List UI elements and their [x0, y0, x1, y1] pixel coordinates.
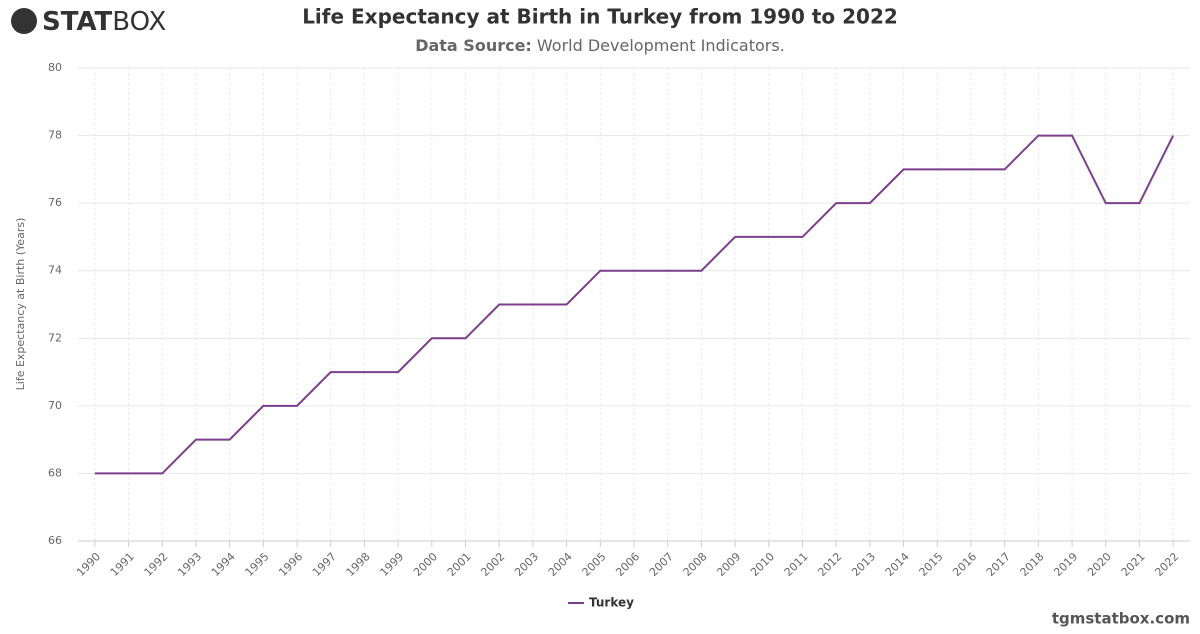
y-tick-label: 70 [48, 399, 62, 412]
y-tick-label: 68 [48, 466, 62, 479]
y-tick-label: 78 [48, 129, 62, 142]
y-tick-label: 72 [48, 331, 62, 344]
subtitle-text: World Development Indicators. [537, 36, 785, 55]
x-tick-label: 2004 [546, 550, 575, 579]
legend-label: Turkey [589, 596, 634, 610]
x-tick-label: 2014 [883, 550, 912, 579]
x-tick-label: 1990 [74, 550, 103, 579]
x-tick-label: 1998 [344, 550, 373, 579]
x-tick-label: 1993 [175, 550, 204, 579]
x-tick-label: 2008 [681, 550, 710, 579]
x-tick-label: 2017 [984, 550, 1013, 579]
y-axis-label: Life Expectancy at Birth (Years) [14, 218, 27, 391]
chart-title: Life Expectancy at Birth in Turkey from … [302, 5, 898, 29]
x-tick-label: 1995 [243, 550, 272, 579]
x-tick-label: 2020 [1085, 550, 1114, 579]
y-tick-label: 80 [48, 61, 62, 74]
x-tick-label: 2016 [950, 550, 979, 579]
x-tick-label: 2001 [445, 550, 474, 579]
logo-bold: STAT [42, 7, 113, 37]
x-tick-label: 2009 [714, 550, 743, 579]
x-tick-label: 2007 [647, 550, 676, 579]
logo: STATBOX [11, 7, 166, 37]
y-tick-label: 76 [48, 196, 62, 209]
x-tick-label: 2019 [1051, 550, 1080, 579]
x-tick-label: 2000 [411, 550, 440, 579]
x-tick-label: 2006 [613, 550, 642, 579]
x-tick-label: 2012 [815, 550, 844, 579]
x-tick-label: 1994 [209, 550, 238, 579]
logo-icon [11, 8, 37, 34]
x-tick-label: 2010 [748, 550, 777, 579]
logo-text: STATBOX [42, 7, 166, 37]
x-tick-label: 2002 [478, 550, 507, 579]
x-tick-label: 2021 [1119, 550, 1148, 579]
x-tick-label: 1997 [310, 550, 339, 579]
x-tick-label: 2003 [512, 550, 541, 579]
footer: tgmstatbox.com [1052, 610, 1190, 628]
x-tick-label: 2018 [1018, 550, 1047, 579]
logo-light: BOX [112, 7, 166, 37]
x-tick-label: 1999 [377, 550, 406, 579]
y-tick-label: 66 [48, 534, 62, 547]
x-tick-label: 2005 [580, 550, 609, 579]
data-line [94, 134, 1175, 475]
x-tick-label: 1991 [108, 550, 137, 579]
x-tick-label: 2015 [917, 550, 946, 579]
x-tick-label: 2011 [782, 550, 811, 579]
chart-subtitle: Data Source: World Development Indicator… [415, 36, 785, 55]
subtitle-label: Data Source: [415, 36, 532, 55]
x-tick-label: 1996 [276, 550, 305, 579]
y-tick-label: 74 [48, 264, 62, 277]
x-tick-label: 2013 [849, 550, 878, 579]
x-tick-label: 2022 [1152, 550, 1181, 579]
x-tick-label: 1992 [141, 550, 170, 579]
